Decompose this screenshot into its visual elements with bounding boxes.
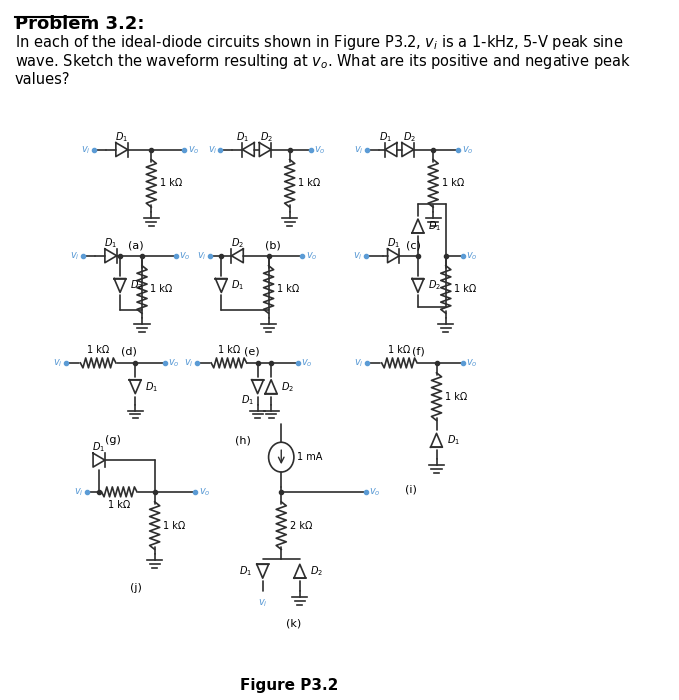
Text: In each of the ideal-diode circuits shown in Figure P3.2, $v_i$ is a 1-kHz, 5-V : In each of the ideal-diode circuits show… (14, 32, 623, 52)
Text: 1 kΩ: 1 kΩ (277, 284, 299, 295)
Text: $v_i$: $v_i$ (184, 357, 194, 369)
Text: $D_1$: $D_1$ (105, 236, 117, 250)
Text: values?: values? (14, 72, 70, 88)
Text: $v_i$: $v_i$ (70, 250, 79, 262)
Text: $D_1$: $D_1$ (236, 130, 249, 144)
Text: 1 kΩ: 1 kΩ (218, 345, 240, 355)
Text: Figure P3.2: Figure P3.2 (240, 678, 338, 693)
Text: (j): (j) (130, 583, 142, 593)
Text: 1 mA: 1 mA (297, 452, 323, 462)
Text: $D_1$: $D_1$ (241, 393, 254, 407)
Text: 1 kΩ: 1 kΩ (441, 178, 464, 188)
Text: $v_o$: $v_o$ (466, 357, 477, 369)
Text: $D_1$: $D_1$ (232, 279, 244, 293)
Text: $D_1$: $D_1$ (115, 130, 128, 144)
Text: (a): (a) (128, 241, 144, 251)
Text: $v_i$: $v_i$ (354, 144, 364, 155)
Text: $D_2$: $D_2$ (310, 564, 323, 578)
Text: (e): (e) (244, 347, 259, 357)
Text: (f): (f) (411, 347, 424, 357)
Text: 1 kΩ: 1 kΩ (298, 178, 320, 188)
Text: (h): (h) (236, 435, 251, 445)
Text: 2 kΩ: 2 kΩ (290, 521, 312, 531)
Text: $v_i$: $v_i$ (81, 144, 90, 155)
Text: $D_2$: $D_2$ (231, 236, 244, 250)
Text: $v_o$: $v_o$ (466, 250, 477, 262)
Text: $D_1$: $D_1$ (92, 440, 105, 454)
Text: $v_i$: $v_i$ (352, 250, 363, 262)
Text: (c): (c) (406, 241, 421, 251)
Text: Problem 3.2:: Problem 3.2: (14, 15, 144, 33)
Text: $v_i$: $v_i$ (354, 357, 364, 369)
Text: $v_o$: $v_o$ (187, 144, 199, 155)
Text: (i): (i) (405, 485, 417, 495)
Text: $v_i$: $v_i$ (196, 250, 206, 262)
Text: $v_o$: $v_o$ (198, 486, 210, 498)
Text: $D_1$: $D_1$ (380, 130, 392, 144)
Text: $D_2$: $D_2$ (130, 279, 143, 293)
Text: 1 kΩ: 1 kΩ (151, 284, 172, 295)
Text: $v_o$: $v_o$ (369, 486, 381, 498)
Text: $v_o$: $v_o$ (301, 357, 313, 369)
Text: $D_1$: $D_1$ (428, 219, 441, 233)
Text: (b): (b) (265, 241, 280, 251)
Text: 1 kΩ: 1 kΩ (108, 500, 130, 510)
Text: $D_1$: $D_1$ (387, 236, 400, 250)
Text: $D_1$: $D_1$ (145, 380, 158, 393)
Text: (d): (d) (122, 347, 137, 357)
Text: $D_2$: $D_2$ (403, 130, 416, 144)
Text: 1 kΩ: 1 kΩ (454, 284, 477, 295)
Text: $D_2$: $D_2$ (260, 130, 274, 144)
Text: $v_i$: $v_i$ (208, 144, 217, 155)
Text: $D_2$: $D_2$ (428, 279, 441, 293)
Text: 1 kΩ: 1 kΩ (388, 345, 411, 355)
Text: $v_o$: $v_o$ (168, 357, 180, 369)
Text: 1 kΩ: 1 kΩ (160, 178, 182, 188)
Text: 1 kΩ: 1 kΩ (87, 345, 109, 355)
Text: $D_1$: $D_1$ (240, 564, 253, 578)
Text: $v_i$: $v_i$ (74, 486, 84, 498)
Text: $D_2$: $D_2$ (281, 380, 294, 393)
Text: $v_o$: $v_o$ (314, 144, 326, 155)
Text: (g): (g) (105, 435, 120, 445)
Text: (k): (k) (287, 619, 301, 629)
Text: $v_o$: $v_o$ (179, 250, 191, 262)
Text: 1 kΩ: 1 kΩ (445, 391, 467, 402)
Text: $D_1$: $D_1$ (447, 433, 460, 447)
Text: wave. Sketch the waveform resulting at $v_o$. What are its positive and negative: wave. Sketch the waveform resulting at $… (14, 52, 630, 71)
Text: 1 kΩ: 1 kΩ (163, 521, 185, 531)
Text: $v_o$: $v_o$ (462, 144, 473, 155)
Text: $v_i$: $v_i$ (53, 357, 62, 369)
Text: $v_i$: $v_i$ (258, 597, 268, 609)
Text: $v_o$: $v_o$ (306, 250, 317, 262)
